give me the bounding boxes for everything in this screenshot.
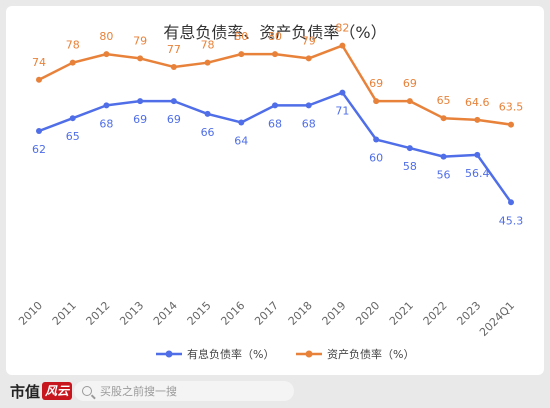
data-point (204, 59, 211, 66)
data-label: 71 (335, 105, 349, 118)
data-point (440, 115, 447, 122)
search-icon (82, 386, 92, 396)
data-label: 64 (234, 134, 248, 147)
data-point (305, 55, 312, 62)
data-label: 69 (403, 77, 417, 90)
brand-name: 市值 (10, 382, 41, 401)
data-label: 65 (66, 130, 80, 143)
x-tick-label: 2020 (353, 299, 382, 328)
data-point (508, 121, 514, 128)
data-label: 68 (268, 117, 282, 130)
data-point (373, 98, 380, 105)
data-point (170, 98, 177, 105)
x-tick-label: 2023 (454, 299, 483, 328)
data-label: 80 (268, 30, 282, 43)
data-point (272, 51, 278, 58)
x-tick-label: 2021 (387, 299, 416, 328)
data-label: 69 (167, 113, 181, 126)
data-point (373, 136, 380, 143)
data-label: 80 (99, 30, 113, 43)
footer: 市值 风云 买股之前搜一搜 (0, 378, 550, 408)
legend-item-0: 有息负债率（%） (156, 347, 274, 361)
data-point (137, 55, 144, 62)
x-tick-label: 2014 (151, 299, 180, 328)
data-label: 68 (302, 117, 316, 130)
data-point (69, 115, 76, 122)
data-point (137, 98, 144, 105)
data-label: 62 (32, 143, 46, 156)
data-point (36, 128, 42, 134)
x-tick-label: 2018 (286, 299, 315, 328)
data-label: 58 (403, 160, 417, 173)
data-label: 82 (335, 22, 349, 35)
data-point (508, 199, 514, 206)
data-point (474, 116, 481, 123)
data-label: 78 (66, 39, 80, 52)
data-label: 68 (99, 117, 113, 130)
data-point (204, 110, 211, 117)
data-point (339, 42, 346, 49)
data-label: 78 (201, 39, 215, 52)
data-point (406, 145, 413, 152)
data-label: 74 (32, 56, 46, 69)
data-label: 77 (167, 43, 181, 56)
legend-label: 有息负债率（%） (187, 347, 274, 361)
brand-mark: 风云 (42, 382, 73, 400)
x-tick-label: 2022 (421, 299, 450, 328)
legend-label: 资产负债率（%） (327, 347, 414, 361)
chart-card: 有息负债率、资产负债率（%） 62 65 68 69 69 66 64 68 68 71 60 58 5… (6, 6, 544, 375)
data-label: 64.6 (465, 96, 490, 109)
data-label: 45.3 (499, 214, 524, 227)
series-1: 74 78 80 79 77 78 80 80 79 82 69 69 65 64.6 63.5 (32, 22, 523, 128)
data-point (103, 102, 110, 109)
data-point (36, 76, 42, 83)
x-tick-label: 2011 (50, 299, 79, 328)
data-label: 56 (437, 169, 451, 182)
data-label: 79 (133, 34, 147, 47)
data-point (272, 102, 278, 109)
data-label: 65 (437, 94, 451, 107)
x-tick-label: 2016 (218, 299, 247, 328)
search-placeholder: 买股之前搜一搜 (100, 385, 177, 398)
data-point (69, 59, 76, 66)
series-line-0 (38, 91, 513, 204)
x-tick-label: 2010 (16, 299, 45, 328)
data-label: 79 (302, 34, 316, 47)
data-label: 80 (234, 30, 248, 43)
data-label: 69 (369, 77, 383, 90)
x-tick-label: 2017 (252, 299, 281, 328)
data-label: 63.5 (499, 101, 524, 114)
brand-logo: 市值 风云 (10, 380, 73, 402)
data-point (406, 98, 413, 105)
legend-item-1: 资产负债率（%） (296, 347, 414, 361)
data-point (440, 153, 447, 160)
x-tick-label: 2012 (84, 299, 113, 328)
x-tick-label: 2013 (117, 299, 146, 328)
data-point (238, 119, 245, 126)
line-chart: 有息负债率、资产负债率（%） 62 65 68 69 69 66 64 68 68 71 60 58 5… (16, 22, 524, 361)
chart-title: 有息负债率、资产负债率（%） (163, 23, 386, 42)
series-line-1 (38, 44, 512, 126)
data-label: 66 (201, 126, 215, 139)
data-label: 56.4 (465, 167, 490, 180)
data-point (305, 102, 312, 109)
data-point (474, 151, 481, 158)
data-label: 69 (133, 113, 147, 126)
x-tick-label: 2015 (185, 299, 214, 328)
x-tick-label: 2019 (320, 299, 349, 328)
data-point (170, 63, 177, 70)
search-bar[interactable]: 买股之前搜一搜 (74, 381, 294, 401)
data-point (339, 89, 346, 96)
data-point (103, 51, 110, 58)
x-tick-label: 2024Q1 (477, 299, 517, 339)
data-label: 60 (369, 152, 383, 165)
data-point (238, 51, 245, 58)
series-0: 62 65 68 69 69 66 64 68 68 71 60 58 56 56.4 45.3 (32, 89, 524, 227)
